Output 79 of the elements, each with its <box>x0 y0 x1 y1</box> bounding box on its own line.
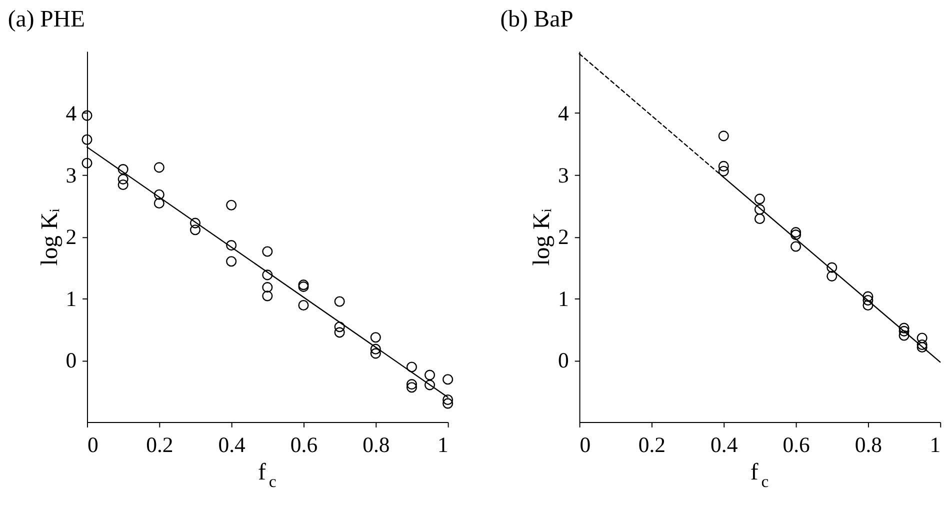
y-tick-label: 3 <box>66 163 77 188</box>
x-tick-label: 0 <box>87 433 98 458</box>
point <box>406 379 418 390</box>
point <box>442 374 454 385</box>
point <box>442 394 454 406</box>
point <box>334 296 345 307</box>
point <box>916 332 928 344</box>
point <box>718 130 729 142</box>
point <box>262 270 273 280</box>
point <box>82 110 92 121</box>
point <box>826 270 838 282</box>
y-tick-label: 3 <box>558 163 570 188</box>
y-tick-label: 4 <box>558 101 570 126</box>
y-tick-label: 2 <box>558 225 569 250</box>
point <box>334 327 345 338</box>
point <box>334 322 345 332</box>
point <box>118 179 128 190</box>
point <box>898 330 910 341</box>
point <box>262 290 273 302</box>
point <box>898 326 910 336</box>
point <box>790 227 802 238</box>
point <box>862 295 874 306</box>
point <box>82 158 92 168</box>
x-tick-label: 1 <box>437 433 448 458</box>
x-tick-label: 0.2 <box>638 433 666 458</box>
point <box>298 300 309 310</box>
x-tick-label: 1 <box>930 433 941 458</box>
point <box>406 362 418 372</box>
point <box>718 160 729 172</box>
point <box>226 200 237 210</box>
y-tick-label: 2 <box>66 225 77 250</box>
point <box>754 194 765 204</box>
point <box>862 291 874 302</box>
point <box>916 342 928 353</box>
point <box>118 174 128 184</box>
point <box>190 218 201 228</box>
point <box>370 348 381 359</box>
point <box>916 339 928 350</box>
point <box>754 204 765 215</box>
x-tick-label: 0.6 <box>290 433 318 458</box>
x-tick-label: 0.8 <box>362 433 390 458</box>
point <box>370 332 381 343</box>
point <box>226 240 237 251</box>
x-tick-label: 0.8 <box>854 433 882 458</box>
point <box>862 300 874 310</box>
point <box>190 224 201 236</box>
point <box>82 134 92 145</box>
point <box>898 322 910 334</box>
y-tick-label: 1 <box>66 286 77 311</box>
y-tick-label: 1 <box>558 286 569 311</box>
point <box>826 262 838 273</box>
point <box>262 282 273 293</box>
point <box>154 198 164 209</box>
point <box>154 189 164 200</box>
point <box>118 164 128 175</box>
chart-title: (a) PHE <box>8 6 85 33</box>
x-tick-label: 0.4 <box>710 433 738 458</box>
chart-title: (b) BaP <box>500 6 574 33</box>
point <box>718 166 729 176</box>
point <box>226 256 237 267</box>
x-tick-label: 0.4 <box>218 433 246 458</box>
y-axis-title: log Kᵢ <box>529 208 556 266</box>
point <box>154 162 164 173</box>
x-tick-label: 0.6 <box>782 433 810 458</box>
y-tick-label: 4 <box>66 101 77 126</box>
x-tick-label: 0.2 <box>146 433 174 458</box>
point <box>370 344 381 354</box>
y-axis-title: log Kᵢ <box>36 208 63 266</box>
y-tick-label: 0 <box>66 348 77 373</box>
point <box>754 213 765 224</box>
point <box>424 370 436 380</box>
x-tick-label: 0 <box>580 433 591 458</box>
point <box>406 382 418 393</box>
point <box>424 380 436 390</box>
point <box>790 230 802 240</box>
point <box>262 246 273 257</box>
point <box>442 398 454 409</box>
y-tick-label: 0 <box>558 348 570 373</box>
point <box>790 241 802 252</box>
